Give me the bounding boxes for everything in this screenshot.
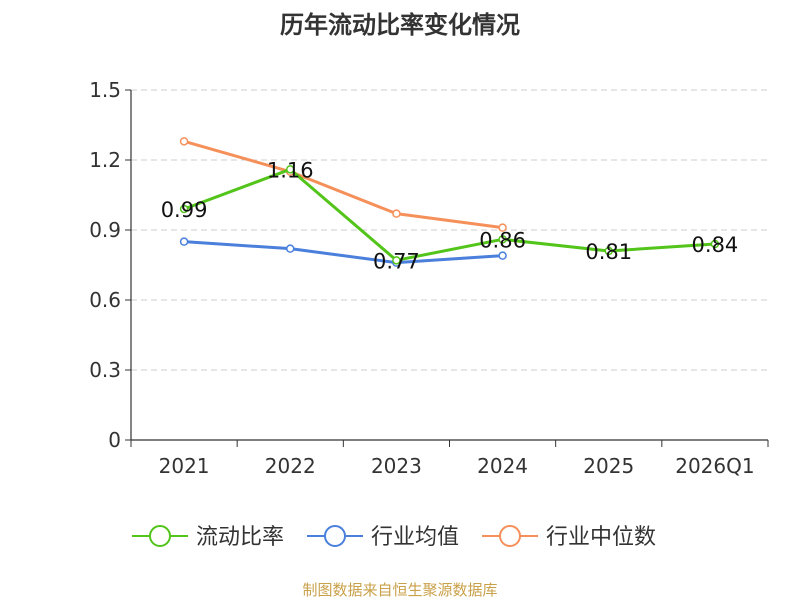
series-2 — [179, 137, 507, 232]
x-tick-label: 2021 — [159, 454, 210, 478]
legend-label: 行业中位数 — [546, 525, 656, 550]
y-tick-label: 0.9 — [89, 218, 121, 242]
data-point — [498, 251, 507, 260]
series-line — [183, 240, 503, 265]
y-tick-label: 1.2 — [89, 148, 121, 172]
data-label: 0.99 — [161, 198, 208, 222]
series-0 — [179, 165, 720, 265]
y-tick-label: 0.6 — [89, 288, 121, 312]
legend-marker — [499, 525, 521, 547]
data-point — [392, 256, 401, 265]
source-note: 制图数据来自恒生聚源数据库 — [302, 581, 497, 599]
data-point — [392, 209, 401, 218]
x-tick-label: 2026Q1 — [675, 454, 754, 478]
data-point — [286, 244, 295, 253]
series-1 — [179, 237, 507, 267]
axis-layer: 0 0.3 0.6 0.9 1.2 1.5 2021 2022 2023 2024 2025 2026… — [89, 78, 769, 478]
legend-marker — [149, 525, 171, 547]
series-line — [183, 167, 716, 262]
legend-item[interactable]: 行业中位数 — [482, 525, 656, 550]
legend-label: 行业均值 — [371, 525, 459, 550]
data-point — [498, 235, 507, 244]
chart-title: 历年流动比率变化情况 — [280, 11, 520, 39]
data-label: 0.81 — [585, 240, 632, 264]
y-tick-label: 0.3 — [89, 358, 121, 382]
x-tick-label: 2022 — [265, 454, 316, 478]
data-point — [179, 237, 189, 246]
data-point — [179, 204, 189, 214]
x-tick-label: 2023 — [371, 454, 422, 478]
legend: 流动比率 行业均值 行业中位数 — [132, 525, 656, 550]
legend-item[interactable]: 行业均值 — [307, 525, 459, 550]
data-label: 0.84 — [692, 233, 739, 257]
series-line — [183, 139, 503, 230]
data-label: 0.86 — [479, 228, 526, 252]
grid-layer — [131, 89, 768, 371]
data-point — [179, 137, 189, 146]
x-tick-label: 2025 — [583, 454, 634, 478]
data-label-layer: 0.99 1.16 0.77 0.86 0.81 0.84 — [161, 158, 739, 273]
legend-marker — [324, 525, 346, 547]
legend-item[interactable]: 流动比率 — [132, 525, 284, 550]
data-point — [286, 165, 295, 174]
data-label: 0.77 — [373, 249, 420, 273]
legend-label: 流动比率 — [196, 525, 284, 550]
data-point — [604, 246, 613, 256]
y-tick-label: 0 — [108, 428, 121, 452]
data-point — [498, 223, 507, 232]
data-point — [710, 239, 720, 249]
x-tick-label: 2024 — [477, 454, 528, 478]
series-layer — [179, 137, 720, 267]
data-label: 1.16 — [267, 158, 314, 182]
y-tick-label: 1.5 — [89, 78, 121, 102]
